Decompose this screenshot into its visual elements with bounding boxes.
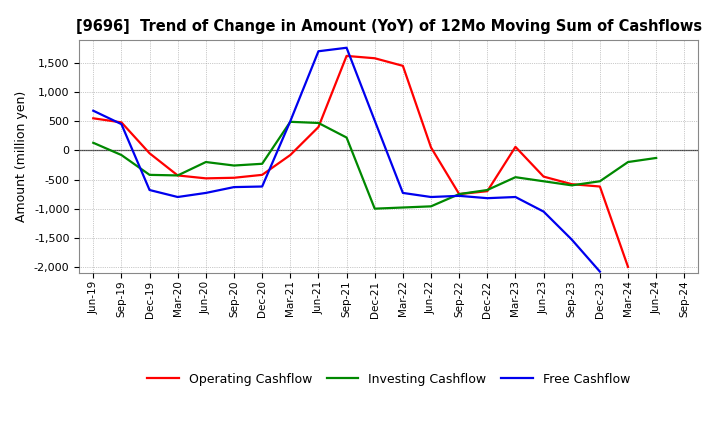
Operating Cashflow [624,264,632,270]
Investing Cashflow [314,120,323,125]
Investing Cashflow [595,179,604,184]
Free Cashflow [174,194,182,200]
Legend: Operating Cashflow, Investing Cashflow, Free Cashflow: Operating Cashflow, Investing Cashflow, … [143,368,635,391]
Free Cashflow [595,269,604,274]
Operating Cashflow [342,53,351,59]
Operating Cashflow [567,182,576,187]
Operating Cashflow [399,63,408,69]
Free Cashflow [145,187,154,193]
Free Cashflow [117,121,126,127]
Free Cashflow [89,108,98,114]
Operating Cashflow [511,144,520,150]
Free Cashflow [455,193,464,198]
Free Cashflow [399,190,408,195]
Line: Investing Cashflow: Investing Cashflow [94,122,656,209]
Operating Cashflow [595,184,604,189]
Investing Cashflow [117,152,126,158]
Operating Cashflow [539,174,548,179]
Operating Cashflow [258,172,266,177]
Operating Cashflow [286,152,294,158]
Investing Cashflow [399,205,408,210]
Investing Cashflow [258,161,266,166]
Investing Cashflow [145,172,154,177]
Investing Cashflow [567,183,576,188]
Operating Cashflow [202,176,210,181]
Investing Cashflow [539,179,548,184]
Investing Cashflow [624,159,632,165]
Free Cashflow [314,48,323,54]
Free Cashflow [427,194,436,200]
Operating Cashflow [89,116,98,121]
Free Cashflow [483,195,492,201]
Operating Cashflow [314,125,323,130]
Operating Cashflow [174,173,182,178]
Y-axis label: Amount (million yen): Amount (million yen) [15,91,28,222]
Free Cashflow [567,237,576,242]
Investing Cashflow [652,155,660,161]
Free Cashflow [258,184,266,189]
Free Cashflow [511,194,520,200]
Investing Cashflow [342,135,351,140]
Free Cashflow [370,118,379,123]
Line: Operating Cashflow: Operating Cashflow [94,56,628,267]
Operating Cashflow [455,191,464,197]
Investing Cashflow [174,173,182,178]
Investing Cashflow [455,191,464,197]
Free Cashflow [230,184,238,190]
Free Cashflow [286,118,294,124]
Investing Cashflow [511,175,520,180]
Investing Cashflow [202,159,210,165]
Investing Cashflow [230,163,238,168]
Investing Cashflow [89,140,98,146]
Operating Cashflow [483,188,492,194]
Free Cashflow [539,209,548,214]
Investing Cashflow [483,187,492,193]
Free Cashflow [202,190,210,195]
Operating Cashflow [427,145,436,150]
Operating Cashflow [230,175,238,180]
Operating Cashflow [370,55,379,61]
Line: Free Cashflow: Free Cashflow [94,48,600,271]
Investing Cashflow [286,119,294,125]
Operating Cashflow [145,150,154,156]
Title: [9696]  Trend of Change in Amount (YoY) of 12Mo Moving Sum of Cashflows: [9696] Trend of Change in Amount (YoY) o… [76,19,702,34]
Operating Cashflow [117,120,126,125]
Free Cashflow [342,45,351,51]
Investing Cashflow [370,206,379,211]
Investing Cashflow [427,204,436,209]
